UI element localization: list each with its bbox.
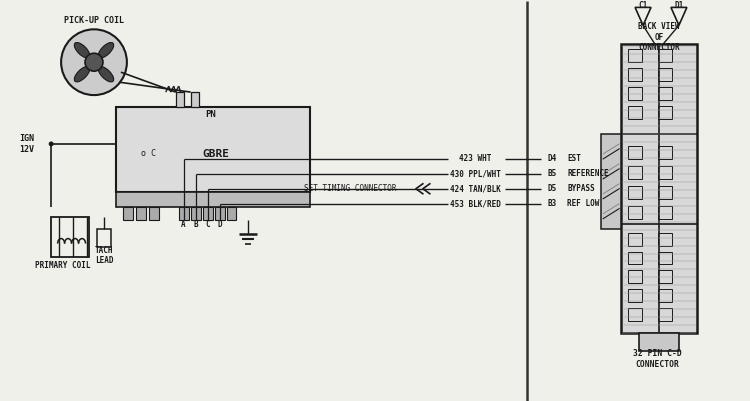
Text: SET TIMING CONNECTOR: SET TIMING CONNECTOR: [304, 184, 396, 193]
Ellipse shape: [74, 67, 90, 82]
Bar: [658, 106, 672, 119]
Bar: [97, 229, 111, 247]
Text: BYPASS: BYPASS: [567, 184, 595, 193]
Text: A: A: [182, 220, 186, 229]
Bar: [658, 186, 672, 199]
Text: B3: B3: [548, 199, 557, 208]
Bar: [178, 207, 189, 220]
Ellipse shape: [74, 43, 90, 58]
Bar: [202, 207, 212, 220]
Bar: [658, 270, 672, 284]
Circle shape: [49, 142, 54, 146]
Bar: [51, 217, 89, 257]
Text: B5: B5: [548, 169, 557, 178]
Ellipse shape: [98, 67, 114, 82]
Circle shape: [61, 29, 127, 95]
Text: IGN
12V: IGN 12V: [20, 134, 34, 154]
Text: 32 PIN C-D
CONNECTOR: 32 PIN C-D CONNECTOR: [632, 349, 681, 369]
Bar: [628, 49, 642, 62]
Bar: [628, 186, 642, 199]
Bar: [628, 68, 642, 81]
Bar: [628, 308, 642, 321]
Bar: [628, 290, 642, 302]
Text: B: B: [194, 220, 198, 229]
Bar: [190, 92, 199, 107]
Bar: [602, 134, 621, 229]
Text: PN: PN: [206, 109, 216, 119]
Bar: [658, 68, 672, 81]
Bar: [658, 251, 672, 265]
Text: 430 PPL/WHT: 430 PPL/WHT: [450, 169, 501, 178]
Bar: [658, 87, 672, 100]
Circle shape: [287, 169, 297, 179]
Bar: [658, 166, 672, 179]
Bar: [628, 87, 642, 100]
Circle shape: [85, 53, 103, 71]
Bar: [116, 192, 310, 207]
Bar: [628, 251, 642, 265]
Text: BACK VIEW
OF
CONNECTOR: BACK VIEW OF CONNECTOR: [638, 22, 680, 52]
Bar: [226, 207, 236, 220]
Bar: [658, 308, 672, 321]
Bar: [628, 166, 642, 179]
Bar: [628, 206, 642, 219]
Bar: [176, 92, 184, 107]
Text: GBRE: GBRE: [202, 149, 229, 159]
Bar: [148, 207, 159, 220]
Bar: [639, 333, 679, 351]
Text: D: D: [217, 220, 222, 229]
Bar: [658, 146, 672, 159]
Bar: [123, 207, 133, 220]
Text: PICK-UP COIL: PICK-UP COIL: [64, 16, 124, 25]
Bar: [136, 207, 146, 220]
Bar: [628, 233, 642, 245]
Text: REFERENCE: REFERENCE: [567, 169, 609, 178]
Text: C1: C1: [638, 1, 648, 10]
Text: TACH
LEAD: TACH LEAD: [94, 246, 113, 265]
Bar: [658, 290, 672, 302]
Bar: [628, 270, 642, 284]
Text: PRIMARY COIL: PRIMARY COIL: [35, 261, 91, 270]
Bar: [621, 44, 697, 333]
Text: EST: EST: [567, 154, 581, 163]
Bar: [116, 107, 310, 192]
Bar: [658, 233, 672, 245]
Bar: [658, 206, 672, 219]
Bar: [658, 49, 672, 62]
Text: D4: D4: [548, 154, 557, 163]
Text: C: C: [206, 220, 210, 229]
Bar: [628, 106, 642, 119]
Text: D5: D5: [548, 184, 557, 193]
Bar: [190, 207, 200, 220]
Text: 423 WHT: 423 WHT: [460, 154, 492, 163]
Text: o C: o C: [141, 150, 156, 158]
Bar: [214, 207, 224, 220]
Text: D1: D1: [674, 1, 683, 10]
Text: 453 BLK/RED: 453 BLK/RED: [450, 199, 501, 208]
Text: 424 TAN/BLK: 424 TAN/BLK: [450, 184, 501, 193]
Bar: [628, 146, 642, 159]
Ellipse shape: [98, 43, 114, 58]
Text: REF LOW: REF LOW: [567, 199, 600, 208]
